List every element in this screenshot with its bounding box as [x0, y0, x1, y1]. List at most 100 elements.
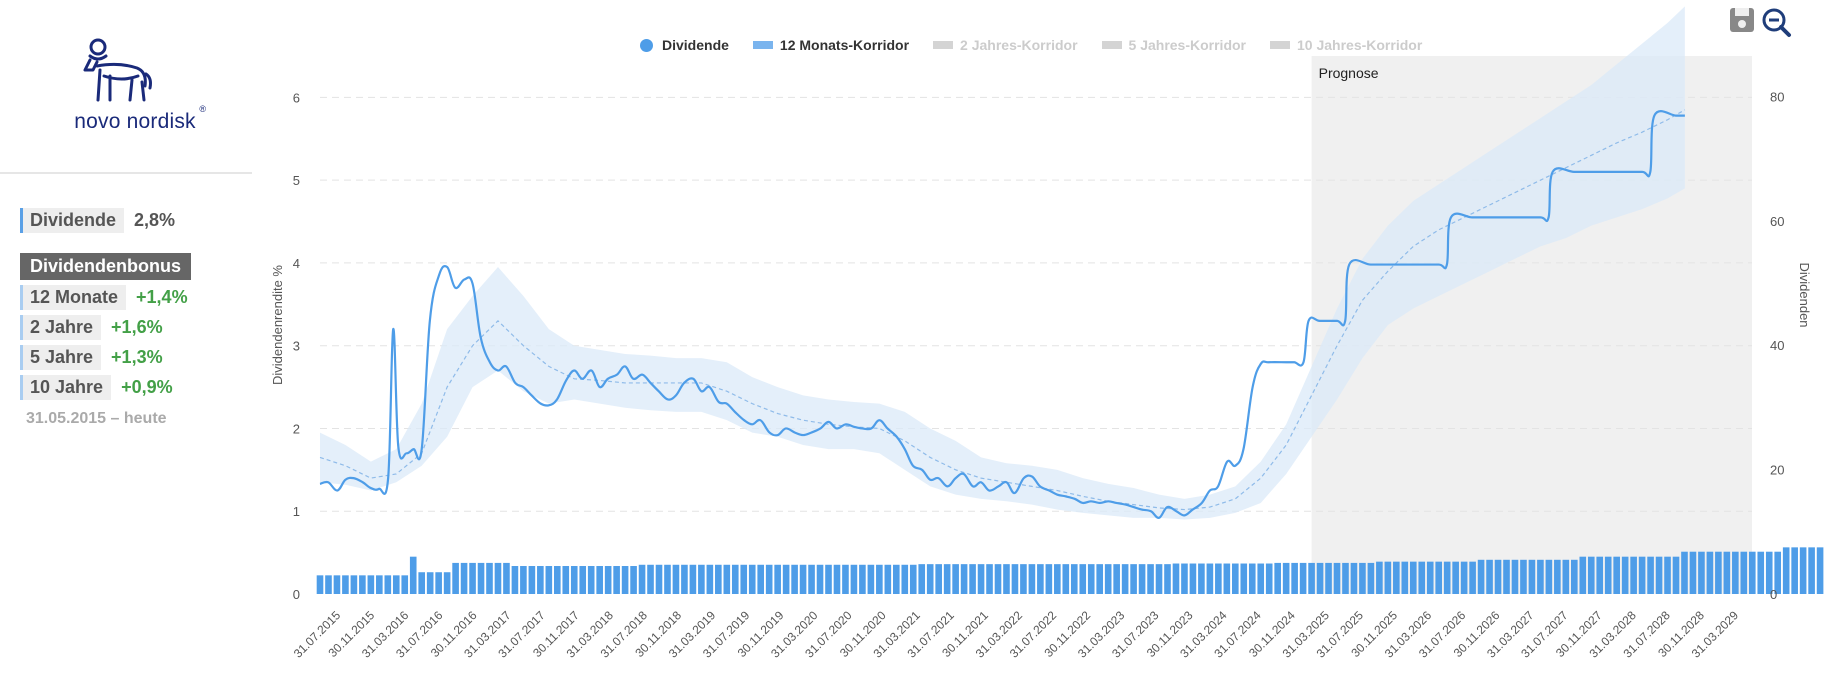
forecast-label: Prognose	[1319, 65, 1379, 81]
dividend-bar	[1231, 563, 1239, 594]
company-name: novo nordisk	[74, 110, 196, 133]
apis-bull-icon	[83, 38, 152, 102]
dividend-bar	[1011, 564, 1019, 594]
dividend-bar	[562, 566, 570, 594]
dividend-bar	[1791, 547, 1798, 594]
dividend-bar	[1274, 562, 1281, 594]
dividend-bar	[706, 564, 714, 594]
dividend-bar	[1765, 551, 1773, 594]
y-right-label: Dividenden	[1797, 262, 1812, 327]
dividend-bar	[1452, 561, 1459, 594]
dividend-bar	[469, 562, 476, 594]
y-left-tick: 1	[293, 504, 300, 519]
dividend-bar	[876, 564, 883, 594]
dividend-bar	[630, 566, 637, 594]
dividend-bar	[1587, 556, 1595, 594]
dividend-value: 2,8%	[134, 209, 176, 230]
legend-12m-corridor[interactable]: 12 Monats-Korridor	[752, 37, 909, 53]
dividend-bar	[1367, 562, 1375, 594]
dividend-bar	[613, 566, 620, 594]
bonus-value: +1,6%	[111, 316, 163, 337]
bonus-label: 5 Jahre	[20, 344, 102, 370]
dividend-bar	[748, 564, 756, 594]
dividend-bar	[1020, 564, 1027, 594]
dividend-bar	[1147, 564, 1154, 594]
dividend-bar	[909, 564, 917, 594]
dividend-bar	[1494, 559, 1502, 594]
dividend-bar	[1062, 564, 1070, 594]
dividend-bar	[731, 564, 739, 594]
dividend-bar	[1316, 562, 1324, 594]
dividend-bar	[1359, 562, 1366, 594]
dividend-yield-line	[319, 110, 1685, 519]
dividend-bar	[1282, 562, 1290, 594]
legend-10y-corridor[interactable]: 10 Jahres-Korridor	[1270, 37, 1422, 53]
dividend-bar	[1257, 563, 1265, 594]
dividend-bar	[1265, 563, 1273, 594]
dividend-bar	[969, 564, 976, 594]
dividend-bar	[842, 564, 849, 594]
legend-2y-corridor[interactable]: 2 Jahres-Korridor	[933, 37, 1078, 53]
dividend-bar	[1172, 563, 1180, 594]
y-right-tick: 60	[1770, 214, 1784, 229]
dividend-bar	[1723, 551, 1731, 594]
dividend-bar	[1571, 559, 1578, 594]
dividend-bar	[376, 575, 383, 594]
dividend-bar	[359, 575, 366, 594]
dividend-bar	[977, 564, 985, 594]
date-range: 31.05.2015 – heute	[26, 410, 167, 427]
y-right-tick: 80	[1770, 89, 1784, 104]
dividend-bar	[791, 564, 798, 594]
dividend-label: Dividende	[20, 207, 125, 233]
chart-legend: Dividende 12 Monats-Korridor 2 Jahres-Ko…	[640, 34, 1446, 56]
bonus-value: +0,9%	[121, 376, 173, 397]
dividend-bar	[1613, 556, 1620, 594]
dividend-bar	[723, 564, 731, 594]
dividend-bar	[884, 564, 892, 594]
dividend-bar	[545, 566, 553, 594]
dividend-bar	[1426, 561, 1434, 594]
dividend-bar	[757, 564, 765, 594]
save-icon[interactable]	[1730, 8, 1754, 32]
dividend-bar	[477, 562, 485, 594]
dividend-bar	[401, 575, 409, 594]
dividend-bonus-title: Dividendenbonus	[20, 253, 192, 280]
dividend-bar	[520, 566, 527, 594]
dividend-bar	[537, 566, 544, 594]
y-left-label: Dividendenrendite %	[270, 265, 285, 385]
dividend-bar	[1664, 556, 1671, 594]
dividend-bar	[1189, 563, 1197, 594]
dividend-bar	[1223, 563, 1231, 594]
zoom-out-icon[interactable]	[1762, 8, 1791, 37]
dividend-bar	[926, 564, 934, 594]
dividend-bar	[1121, 564, 1129, 594]
dividend-bar	[1689, 551, 1697, 594]
dividend-bar	[1079, 564, 1087, 594]
dividend-bar	[859, 564, 866, 594]
dividend-bar	[825, 564, 832, 594]
dividend-bar	[1299, 562, 1307, 594]
dividend-bar	[808, 564, 815, 594]
dividend-bar	[1155, 564, 1163, 594]
legend-swatch	[1101, 41, 1122, 49]
legend-dividend[interactable]: Dividende	[640, 37, 729, 53]
dividend-bar	[1715, 551, 1722, 594]
dividend-bar	[1308, 562, 1315, 594]
dividend-bar	[1198, 563, 1205, 594]
legend-5y-corridor[interactable]: 5 Jahres-Korridor	[1101, 37, 1246, 53]
dividend-bar	[1376, 561, 1383, 594]
dividend-bar	[833, 564, 841, 594]
bonus-2-years: 2 Jahre +1,6%	[20, 314, 163, 340]
dividend-bar	[1037, 564, 1044, 594]
dividend-bar	[1409, 561, 1417, 594]
dividend-bar	[392, 575, 400, 594]
dividend-bar	[1596, 556, 1604, 594]
dividend-bar	[435, 572, 442, 594]
dividend-bar	[1070, 564, 1078, 594]
dividend-bar	[1748, 551, 1756, 594]
dividend-bar	[994, 564, 1002, 594]
dividend-bar	[774, 564, 781, 594]
dividend-bar	[1130, 564, 1137, 594]
dividend-bar	[816, 564, 824, 594]
y-left-tick: 0	[293, 587, 300, 602]
